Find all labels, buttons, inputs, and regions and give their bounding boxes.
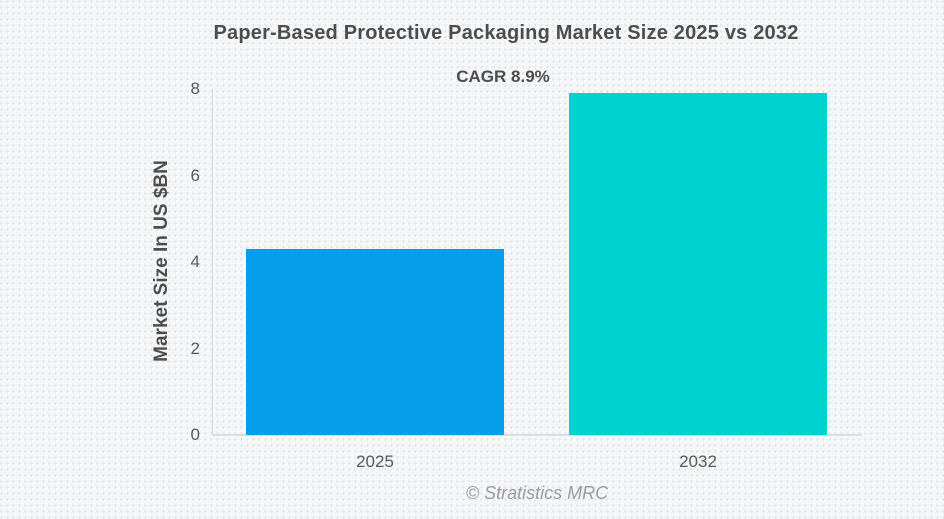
y-axis-line <box>212 89 213 435</box>
x-axis-label-2032: 2032 <box>679 452 717 471</box>
bar-2032 <box>569 93 827 435</box>
y-tick-label: 4 <box>190 252 200 271</box>
chart-title: Paper-Based Protective Packaging Market … <box>213 22 799 44</box>
attribution: © Stratistics MRC <box>465 483 609 503</box>
y-tick-label: 2 <box>190 339 200 358</box>
y-tick-label: 8 <box>190 79 200 98</box>
y-tick-label: 0 <box>190 425 200 444</box>
x-axis-line <box>212 434 862 436</box>
y-tick-label: 6 <box>190 166 200 185</box>
cagr-annotation: CAGR 8.9% <box>456 67 550 86</box>
bar-2025 <box>246 249 504 435</box>
x-axis-label-2025: 2025 <box>356 452 394 471</box>
